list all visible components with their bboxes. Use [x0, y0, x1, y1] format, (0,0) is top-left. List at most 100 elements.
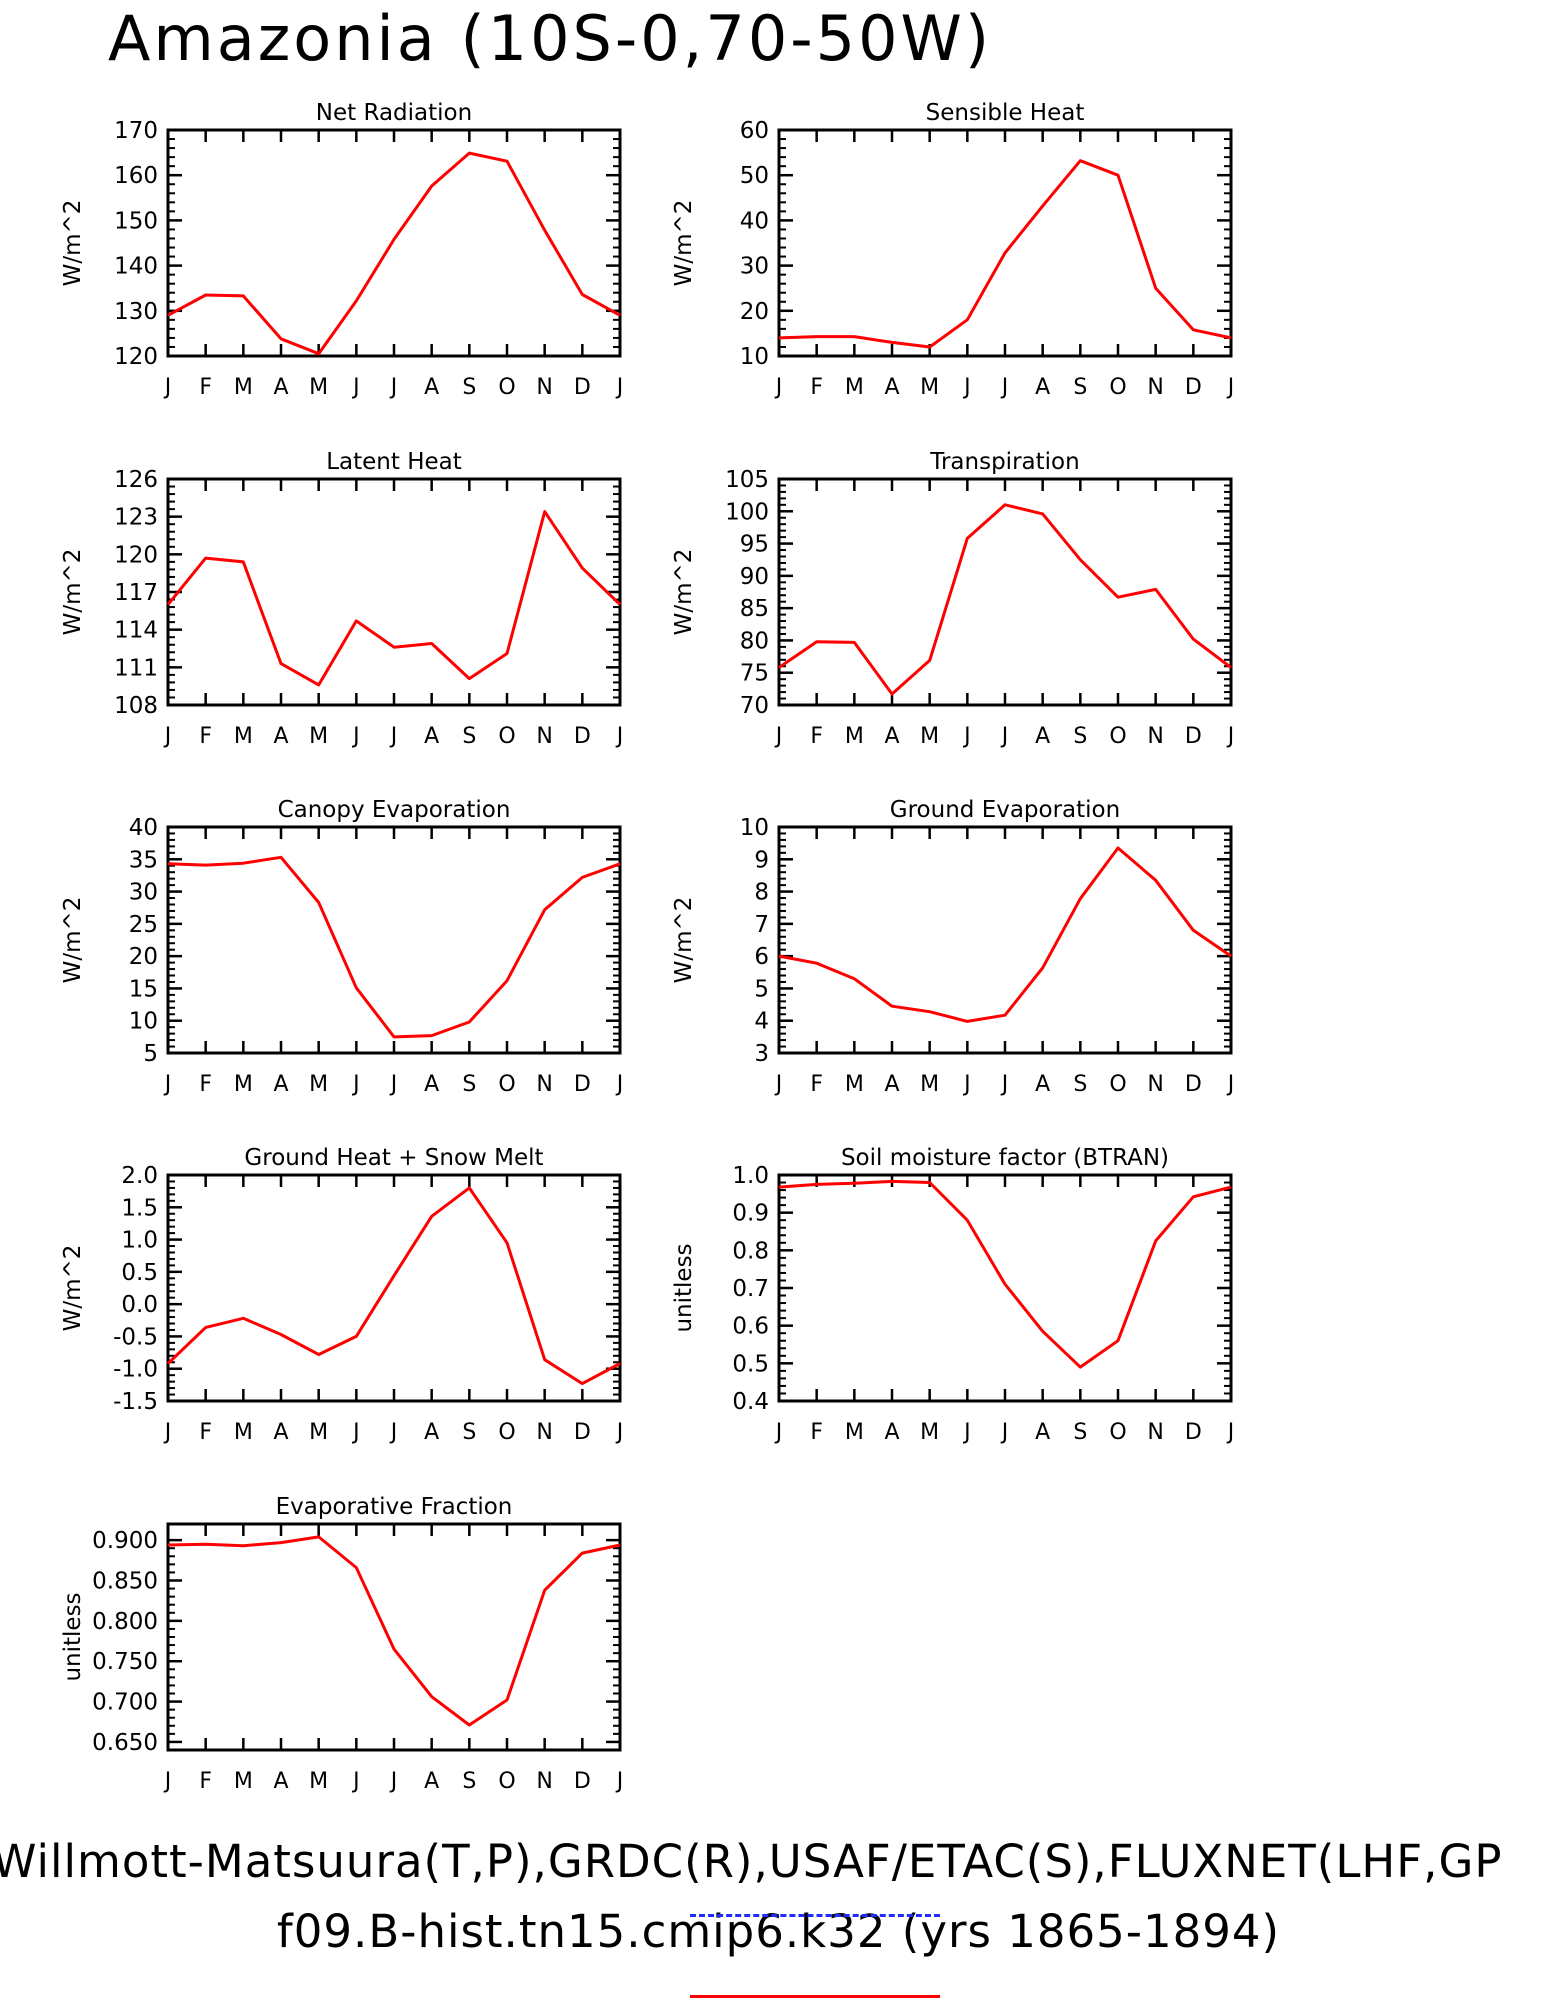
x-tick-label: O	[1109, 375, 1126, 400]
x-tick-label: J	[163, 375, 172, 400]
y-tick-label: 5	[143, 1041, 158, 1067]
x-tick-label: D	[574, 1769, 591, 1794]
x-tick-label: F	[199, 1072, 212, 1097]
x-tick-label: J	[962, 1072, 971, 1097]
plot-frame	[166, 477, 622, 707]
y-tick-label: 140	[114, 254, 158, 280]
x-tick-label: J	[615, 375, 624, 400]
y-tick-label: 1.5	[121, 1195, 158, 1221]
y-tick-label: 1.0	[732, 1163, 769, 1189]
y-tick-label: 0.6	[732, 1314, 769, 1340]
x-tick-label: N	[536, 1769, 552, 1794]
y-axis-label: W/m^2	[671, 549, 697, 636]
x-tick-label: A	[884, 1072, 899, 1097]
panel-title: Ground Heat + Snow Melt	[244, 1145, 543, 1171]
y-tick-label: 117	[114, 580, 158, 606]
x-tick-label: M	[309, 724, 328, 749]
x-tick-label: O	[498, 724, 515, 749]
y-tick-label: 120	[114, 344, 158, 370]
x-tick-label: F	[199, 1769, 212, 1794]
x-tick-label: A	[884, 724, 899, 749]
y-tick-label: -0.5	[113, 1324, 158, 1350]
y-axis-label: unitless	[671, 1243, 697, 1332]
x-tick-label: N	[536, 1420, 552, 1445]
y-tick-label: 60	[740, 118, 769, 144]
x-tick-label: D	[1185, 1420, 1202, 1445]
x-tick-label: S	[1073, 724, 1087, 749]
x-tick-label: J	[1000, 1072, 1009, 1097]
y-tick-label: 100	[725, 499, 769, 525]
y-tick-label: 15	[129, 976, 158, 1002]
x-tick-label: A	[1035, 724, 1050, 749]
x-tick-label: J	[774, 1420, 783, 1445]
x-tick-label: J	[1000, 724, 1009, 749]
x-tick-label: A	[1035, 375, 1050, 400]
x-tick-label: J	[389, 375, 398, 400]
x-tick-label: J	[1000, 1420, 1009, 1445]
series-line	[166, 510, 622, 687]
legend-observations-dashed-line	[690, 1914, 940, 1917]
x-tick-label: M	[920, 1072, 939, 1097]
y-tick-label: 105	[725, 467, 769, 493]
plot-frame	[777, 1173, 1233, 1403]
y-tick-label: 108	[114, 693, 158, 719]
x-tick-label: F	[199, 724, 212, 749]
x-tick-label: J	[615, 724, 624, 749]
y-tick-label: 75	[740, 661, 769, 687]
y-tick-label: 25	[129, 912, 158, 938]
x-tick-label: N	[1147, 724, 1163, 749]
x-tick-label: M	[234, 1072, 253, 1097]
x-tick-label: J	[1226, 1072, 1235, 1097]
y-axis-label: unitless	[60, 1592, 86, 1681]
x-tick-label: M	[234, 1769, 253, 1794]
y-tick-label: 30	[740, 254, 769, 280]
x-tick-label: J	[1000, 375, 1009, 400]
y-tick-label: 20	[129, 944, 158, 970]
x-tick-label: J	[774, 1072, 783, 1097]
x-tick-label: S	[462, 1072, 476, 1097]
chart-panel: J F M A M J J A S O N D J0.6500.7000.7500.8000.8500.…	[60, 1494, 623, 1794]
plot-frame	[166, 1522, 622, 1752]
plot-frame	[777, 128, 1233, 358]
y-tick-label: -1.5	[113, 1389, 158, 1415]
x-tick-label: S	[462, 724, 476, 749]
y-tick-label: 50	[740, 163, 769, 189]
x-tick-label: M	[845, 1072, 864, 1097]
y-tick-label: 130	[114, 299, 158, 325]
y-tick-label: 0.8	[732, 1238, 769, 1264]
plot-frame	[166, 1173, 622, 1403]
y-tick-label: 0.700	[92, 1690, 158, 1716]
x-tick-label: J	[163, 1420, 172, 1445]
panel-title: Soil moisture factor (BTRAN)	[841, 1145, 1169, 1171]
x-tick-label: J	[163, 1072, 172, 1097]
x-tick-label: D	[1185, 724, 1202, 749]
series-line	[167, 855, 621, 1039]
x-tick-label: O	[1109, 1072, 1126, 1097]
panel-title: Evaporative Fraction	[276, 1494, 513, 1520]
x-tick-label: A	[1035, 1420, 1050, 1445]
y-tick-label: 150	[114, 208, 158, 234]
y-tick-label: 0.5	[732, 1351, 769, 1377]
x-tick-label: D	[574, 1072, 591, 1097]
y-tick-label: 0.0	[121, 1292, 158, 1318]
y-tick-label: 0.900	[92, 1528, 158, 1554]
x-tick-label: A	[884, 375, 899, 400]
x-tick-label: S	[1073, 1420, 1087, 1445]
x-tick-label: F	[199, 375, 212, 400]
y-tick-label: 4	[754, 1009, 769, 1035]
y-tick-label: 0.800	[92, 1609, 158, 1635]
y-tick-label: 80	[740, 628, 769, 654]
x-tick-label: F	[199, 1420, 212, 1445]
x-tick-label: J	[615, 1420, 624, 1445]
figure-title: Amazonia (10S-0,70-50W)	[107, 2, 993, 75]
panel-title: Sensible Heat	[926, 100, 1085, 126]
y-tick-label: 30	[129, 880, 158, 906]
x-tick-label: J	[774, 375, 783, 400]
x-tick-label: O	[498, 1420, 515, 1445]
x-tick-label: M	[309, 1420, 328, 1445]
x-tick-label: J	[962, 724, 971, 749]
x-tick-label: M	[920, 375, 939, 400]
y-axis-label: W/m^2	[671, 200, 697, 287]
x-tick-label: M	[309, 1769, 328, 1794]
